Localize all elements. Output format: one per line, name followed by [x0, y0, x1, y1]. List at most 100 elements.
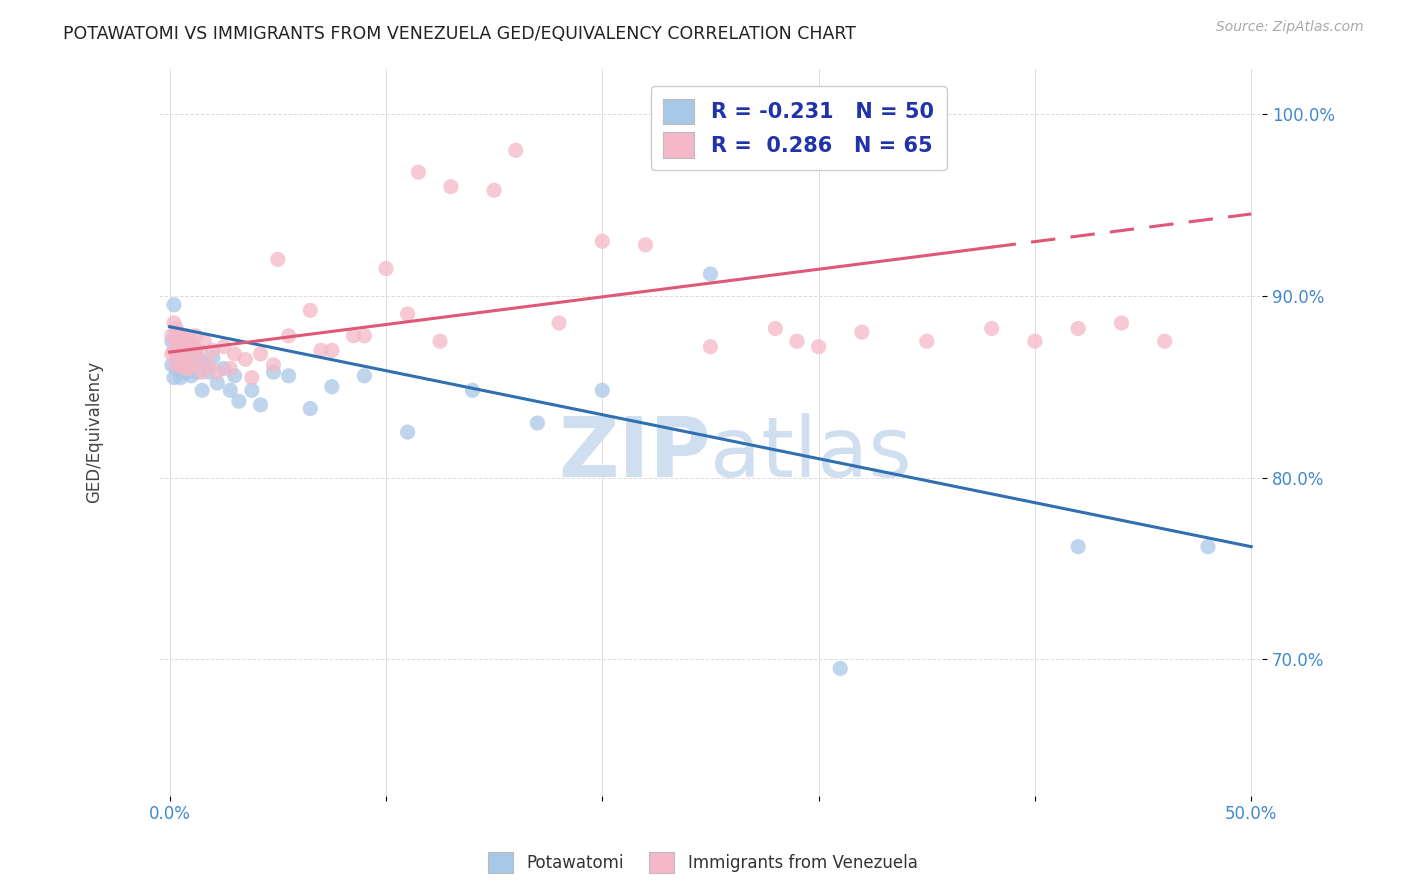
Point — [396, 307, 419, 321]
Point — [173, 334, 195, 349]
Point — [193, 358, 215, 372]
Point — [915, 334, 938, 349]
Point — [160, 347, 183, 361]
Point — [191, 384, 214, 398]
Point — [207, 365, 229, 379]
Point — [163, 343, 186, 358]
Point — [201, 351, 224, 365]
Point — [160, 334, 183, 349]
Point — [408, 165, 430, 179]
Point — [163, 298, 186, 312]
Point — [197, 365, 219, 379]
Text: atlas: atlas — [710, 414, 912, 494]
Point — [172, 328, 194, 343]
Point — [165, 321, 187, 335]
Point — [160, 328, 183, 343]
Point — [179, 361, 201, 376]
Point — [240, 384, 263, 398]
Point — [440, 179, 463, 194]
Point — [634, 238, 657, 252]
Point — [299, 401, 322, 416]
Point — [224, 347, 246, 361]
Point — [173, 361, 195, 376]
Point — [526, 416, 548, 430]
Point — [228, 394, 250, 409]
Point — [188, 343, 211, 358]
Point — [482, 183, 505, 197]
Point — [763, 321, 786, 335]
Point — [207, 376, 229, 390]
Legend: Potawatomi, Immigrants from Venezuela: Potawatomi, Immigrants from Venezuela — [482, 846, 924, 880]
Point — [786, 334, 808, 349]
Point — [184, 343, 207, 358]
Point — [176, 352, 198, 367]
Point — [172, 352, 194, 367]
Point — [396, 425, 419, 439]
Point — [187, 352, 209, 367]
Point — [342, 328, 364, 343]
Point — [165, 325, 187, 339]
Point — [180, 347, 202, 361]
Point — [212, 340, 235, 354]
Point — [235, 352, 257, 367]
Point — [176, 365, 198, 379]
Point — [980, 321, 1002, 335]
Point — [160, 358, 183, 372]
Point — [173, 340, 195, 354]
Point — [188, 352, 211, 367]
Point — [591, 234, 613, 248]
Point — [505, 144, 527, 158]
Point — [309, 343, 332, 358]
Point — [807, 340, 830, 354]
Point — [173, 358, 195, 372]
Point — [353, 328, 375, 343]
Point — [169, 352, 191, 367]
Point — [197, 358, 219, 372]
Point — [179, 340, 201, 354]
Point — [1067, 540, 1090, 554]
Point — [184, 328, 207, 343]
Point — [1067, 321, 1090, 335]
Point — [1197, 540, 1219, 554]
Point — [219, 384, 242, 398]
Point — [249, 347, 271, 361]
Point — [277, 328, 299, 343]
Point — [180, 358, 202, 372]
Point — [183, 340, 205, 354]
Point — [165, 358, 187, 372]
Point — [353, 368, 375, 383]
Point — [591, 384, 613, 398]
Point — [191, 365, 214, 379]
Point — [169, 358, 191, 372]
Point — [1024, 334, 1046, 349]
Point — [321, 343, 343, 358]
Point — [180, 334, 202, 349]
Point — [167, 352, 190, 367]
Point — [224, 368, 246, 383]
Point — [169, 334, 191, 349]
Point — [163, 370, 186, 384]
Point — [699, 340, 721, 354]
Point — [193, 334, 215, 349]
Point — [267, 252, 290, 267]
Point — [299, 303, 322, 318]
Point — [176, 340, 198, 354]
Point — [176, 328, 198, 343]
Point — [167, 347, 190, 361]
Point — [1111, 316, 1133, 330]
Point — [165, 361, 187, 376]
Point — [167, 328, 190, 343]
Point — [321, 380, 343, 394]
Text: ZIP: ZIP — [558, 414, 710, 494]
Point — [169, 370, 191, 384]
Point — [179, 343, 201, 358]
Point — [172, 365, 194, 379]
Point — [548, 316, 571, 330]
Point — [263, 358, 285, 372]
Point — [219, 361, 242, 376]
Point — [461, 384, 484, 398]
Point — [375, 261, 398, 276]
Point — [277, 368, 299, 383]
Y-axis label: GED/Equivalency: GED/Equivalency — [86, 361, 103, 503]
Point — [699, 267, 721, 281]
